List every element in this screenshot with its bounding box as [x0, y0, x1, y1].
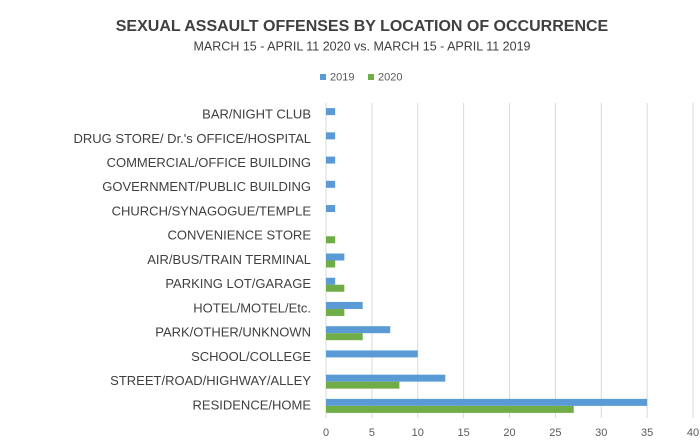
bar	[326, 205, 336, 213]
y-tick-label: CHURCH/SYNAGOGUE/TEMPLE	[112, 203, 312, 218]
bar	[326, 260, 336, 268]
y-tick-label: STREET/ROAD/HIGHWAY/ALLEY	[110, 373, 311, 388]
x-tick-label: 20	[503, 427, 515, 439]
x-tick-label: 10	[412, 427, 424, 439]
bar	[326, 350, 418, 358]
bar	[326, 405, 574, 413]
bar	[326, 156, 336, 164]
x-tick-label: 30	[595, 427, 607, 439]
y-tick-label: CONVENIENCE STORE	[167, 228, 311, 243]
x-tick-label: 0	[323, 427, 329, 439]
bar	[326, 284, 345, 292]
y-tick-label: HOTEL/MOTEL/Etc.	[193, 300, 311, 315]
bar	[326, 236, 336, 244]
x-tick-label: 35	[641, 427, 653, 439]
bar	[326, 108, 336, 116]
y-tick-label: DRUG STORE/ Dr.'s OFFICE/HOSPITAL	[74, 131, 311, 146]
bar	[326, 253, 345, 261]
y-tick-label: AIR/BUS/TRAIN TERMINAL	[147, 252, 311, 267]
legend-label: 2020	[378, 71, 402, 83]
chart-title: SEXUAL ASSAULT OFFENSES BY LOCATION OF O…	[116, 18, 609, 35]
x-tick-label: 5	[369, 427, 375, 439]
x-tick-label: 15	[458, 427, 470, 439]
bar	[326, 301, 363, 309]
x-tick-label: 25	[549, 427, 561, 439]
y-tick-label: GOVERNMENT/PUBLIC BUILDING	[102, 179, 311, 194]
y-tick-label: PARK/OTHER/UNKNOWN	[155, 325, 311, 340]
y-tick-label: RESIDENCE/HOME	[193, 397, 312, 412]
bar	[326, 398, 648, 406]
bar	[326, 333, 363, 341]
bar	[326, 180, 336, 188]
bar	[326, 326, 391, 334]
bar	[326, 132, 336, 140]
bar	[326, 381, 400, 389]
bar	[326, 374, 446, 382]
bar	[326, 277, 336, 285]
y-tick-label: SCHOOL/COLLEGE	[191, 349, 311, 364]
y-tick-label: COMMERCIAL/OFFICE BUILDING	[107, 155, 311, 170]
y-tick-label: PARKING LOT/GARAGE	[165, 276, 311, 291]
legend-label: 2019	[330, 71, 354, 83]
legend-swatch	[368, 74, 374, 80]
x-tick-label: 40	[687, 427, 699, 439]
chart-subtitle: MARCH 15 - APRIL 11 2020 vs. MARCH 15 - …	[194, 39, 531, 53]
bar	[326, 308, 345, 316]
legend-swatch	[320, 74, 326, 80]
y-tick-label: BAR/NIGHT CLUB	[202, 107, 311, 122]
